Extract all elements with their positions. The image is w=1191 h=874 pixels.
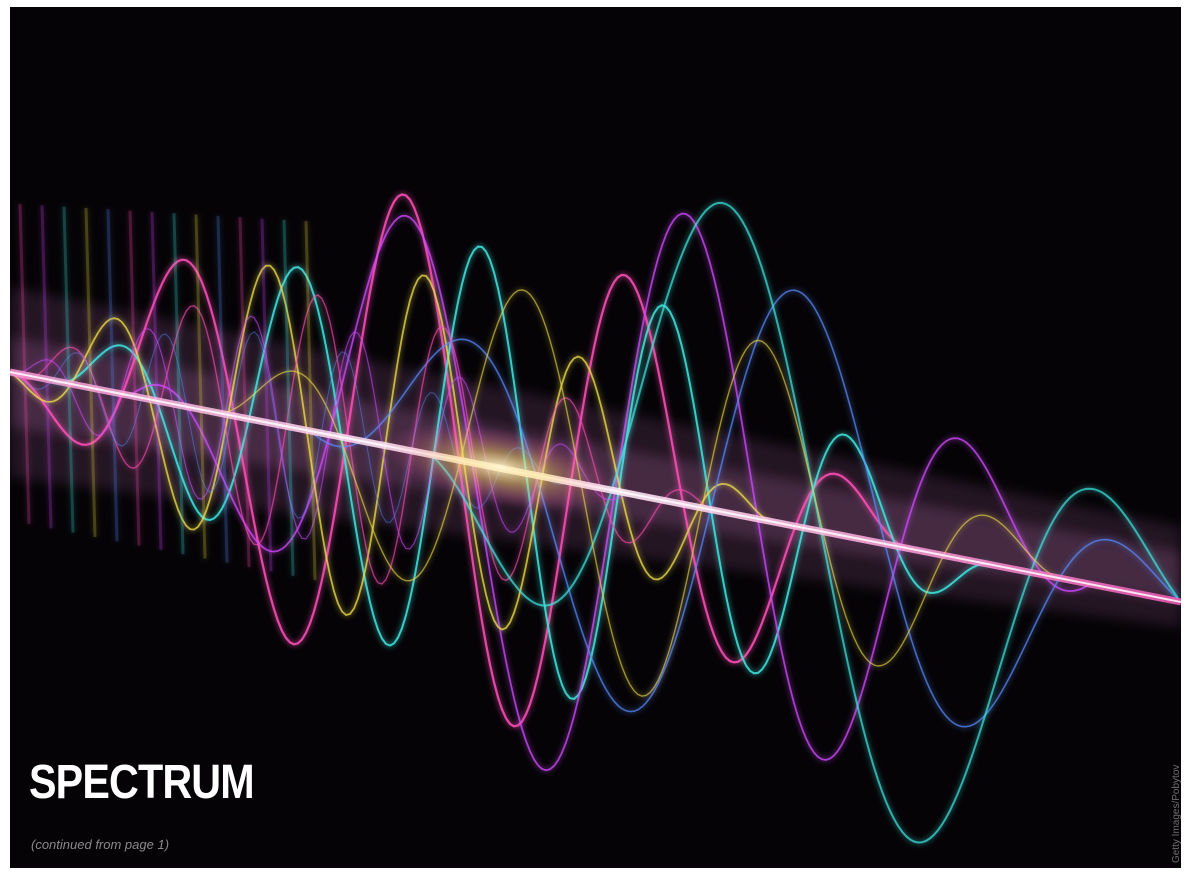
pulse-streak (40, 205, 53, 529)
pulse-streak (194, 214, 207, 559)
wave-lines (10, 193, 1179, 844)
bright-core (381, 423, 619, 511)
pulse-streak (216, 215, 229, 563)
pulse-streak (282, 219, 295, 576)
light-wave-artwork (10, 193, 1181, 844)
pulse-streak (238, 217, 251, 568)
pulse-streak (18, 203, 31, 525)
wave-line (129, 212, 1091, 772)
spectrum-wave-photo: SPECTRUM (continued from page 1) Getty I… (10, 7, 1181, 868)
wave-line (429, 201, 1179, 844)
photo-credit: Getty Images/Pobytov (1171, 764, 1181, 863)
pulse-streak (150, 211, 163, 550)
pulse-streak (304, 221, 317, 581)
headline: SPECTRUM (29, 756, 255, 809)
pulse-streak (84, 207, 97, 537)
pulse-streak (106, 209, 119, 542)
wave-line (309, 289, 1179, 728)
pulse-streak (172, 213, 185, 555)
wave-line (209, 289, 1059, 697)
pulse-streak (260, 218, 273, 572)
continued-note: (continued from page 1) (31, 837, 170, 852)
pulse-streak (128, 210, 141, 546)
pulse-streak (62, 206, 75, 533)
